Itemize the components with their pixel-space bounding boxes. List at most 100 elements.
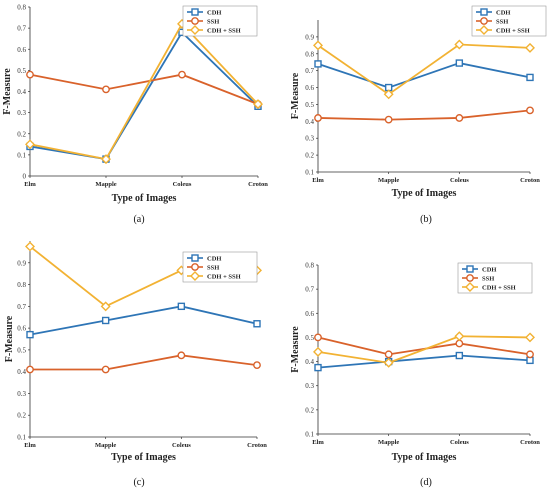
- x-category-label: Croton: [520, 177, 540, 184]
- x-category-label: Elm: [312, 177, 324, 184]
- series-cdh: [314, 351, 534, 372]
- data-point: [177, 302, 186, 311]
- x-category-label: Elm: [312, 439, 324, 446]
- data-point: [314, 333, 322, 342]
- series-line: [29, 305, 258, 336]
- data-point: [26, 365, 34, 374]
- series-cdh: [26, 302, 261, 339]
- y-axis-title: F-Measure: [290, 326, 301, 373]
- legend-swatch-marker: [465, 282, 475, 292]
- data-point: [526, 73, 534, 82]
- legend-entry: CDH: [207, 10, 221, 17]
- legend-entry: SSH: [207, 19, 219, 26]
- x-category-label: Croton: [247, 442, 267, 449]
- y-tick-label: 0.3: [17, 390, 26, 398]
- legend-swatch-marker: [191, 8, 199, 16]
- series-line: [317, 354, 531, 369]
- legend: CDH SSH CDH + SSH: [457, 262, 533, 294]
- data-point: [101, 316, 110, 325]
- y-tick-label: 0.9: [17, 259, 26, 267]
- legend-entry: CDH: [482, 267, 496, 274]
- y-tick-label: 0.1: [17, 434, 26, 442]
- y-tick-label: 0.4: [305, 118, 314, 126]
- data-point: [526, 350, 534, 359]
- legend-swatch-marker: [466, 274, 474, 282]
- data-point: [26, 70, 34, 79]
- y-tick-label: 0.2: [17, 412, 26, 420]
- panel-label: (b): [420, 214, 432, 225]
- y-tick-label: 0.7: [305, 67, 314, 75]
- series-ssh: [26, 351, 261, 374]
- data-point: [525, 42, 535, 53]
- y-tick-label: 0.8: [17, 281, 26, 289]
- y-tick-label: 0.4: [17, 368, 26, 376]
- data-point: [102, 85, 110, 94]
- chart-panel-a: 0 0.1 0.2 0.3 0.4 0.5 0.6 0.7 0.8 Elm Mapple Coleus…: [2, 4, 268, 226]
- x-category-label: Coleus: [450, 439, 469, 446]
- y-tick-label: 0.9: [305, 33, 314, 41]
- data-point: [177, 351, 186, 360]
- data-point: [25, 139, 35, 150]
- series-ssh: [314, 333, 534, 359]
- y-tick-label: 0.3: [305, 382, 314, 390]
- y-tick-label: 0.2: [17, 130, 26, 138]
- series-cdh-ssh: [25, 18, 263, 165]
- x-axis-title: Type of Images: [111, 452, 176, 463]
- data-point: [383, 357, 394, 368]
- legend-entry: CDH + SSH: [207, 28, 241, 35]
- legend-entry: SSH: [496, 19, 508, 26]
- x-category-label: Elm: [24, 442, 36, 449]
- y-tick-label: 0.5: [17, 67, 26, 75]
- y-tick-label: 0.6: [305, 84, 314, 92]
- legend-swatch-marker: [191, 254, 199, 262]
- x-category-label: Coleus: [450, 177, 469, 184]
- y-tick-label: 0.8: [17, 4, 26, 12]
- legend-entry: CDH + SSH: [496, 28, 530, 35]
- series-line: [30, 354, 258, 371]
- series-line: [29, 30, 259, 161]
- data-point: [384, 350, 393, 359]
- chart-panel-c: 0.1 0.2 0.3 0.4 0.5 0.6 0.7 0.8 0.9 Elm Mapple Cole…: [4, 241, 267, 488]
- data-point: [25, 241, 35, 252]
- legend-entry: CDH + SSH: [207, 274, 241, 281]
- y-tick-label: 0.2: [305, 152, 314, 160]
- legend-swatch-marker: [479, 25, 489, 35]
- y-tick-label: 0.2: [305, 406, 314, 414]
- y-tick-label: 0.8: [305, 262, 314, 270]
- data-point: [253, 99, 263, 110]
- x-axis-title: Type of Images: [392, 188, 457, 199]
- legend: CDH SSH CDH + SSH: [182, 251, 258, 283]
- y-tick-label: 0.5: [17, 346, 26, 354]
- y-tick-label: 0.5: [305, 334, 314, 342]
- legend-entry: SSH: [482, 276, 494, 283]
- panel-label: (d): [420, 477, 432, 488]
- data-point: [455, 59, 464, 67]
- data-point: [525, 332, 535, 343]
- series-cdh: [314, 59, 534, 92]
- data-point: [314, 363, 322, 372]
- x-category-label: Mapple: [95, 442, 116, 449]
- data-point: [526, 106, 534, 115]
- legend-swatch-marker: [480, 17, 488, 25]
- data-point: [253, 320, 261, 328]
- series-line: [317, 335, 531, 364]
- legend-swatch-marker: [190, 271, 200, 281]
- x-category-label: Elm: [24, 181, 36, 188]
- series-ssh: [314, 106, 534, 124]
- x-category-label: Croton: [248, 181, 268, 188]
- series-line: [317, 336, 531, 356]
- data-point: [313, 40, 323, 51]
- series-line: [317, 43, 531, 96]
- data-point: [101, 154, 111, 165]
- y-tick-label: 0.8: [305, 50, 314, 58]
- legend-swatch-marker: [191, 17, 199, 25]
- y-tick-label: 0.7: [17, 25, 26, 33]
- data-point: [100, 301, 111, 312]
- series-line: [317, 109, 531, 121]
- y-tick-label: 0.6: [305, 310, 314, 318]
- chart-panel-b: 0.1 0.2 0.3 0.4 0.5 0.6 0.7 0.8 0.9 Elm Mapple Cole…: [290, 5, 547, 225]
- legend-swatch-marker: [466, 265, 474, 273]
- data-point: [454, 39, 465, 50]
- series-cdh-ssh: [313, 39, 535, 100]
- y-tick-label: 0.6: [17, 325, 26, 333]
